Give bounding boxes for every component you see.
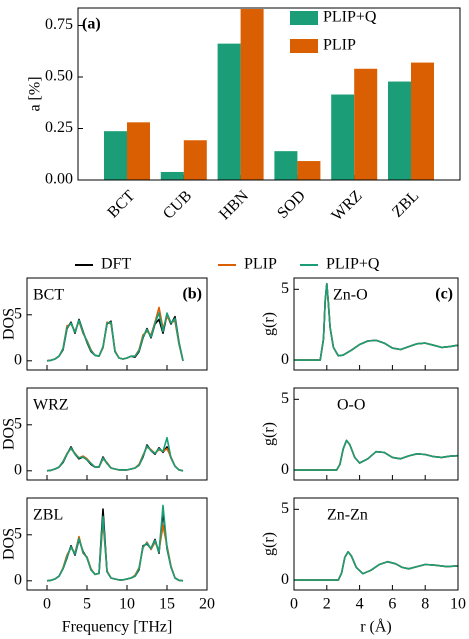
panel-annotation: (c) (435, 286, 453, 303)
y-tick-label: 0 (281, 571, 289, 588)
y-tick-label: 5 (281, 280, 289, 297)
axes-frame (293, 387, 459, 481)
y-tick-label: 0.25 (45, 119, 73, 136)
legend-swatch (290, 39, 318, 53)
x-tick-label: 15 (159, 596, 175, 613)
legend-label: PLIP+Q (326, 256, 380, 273)
line (46, 314, 184, 362)
panel-annotation: (b) (182, 286, 202, 303)
axes-frame (26, 277, 208, 371)
panel-annotation: (a) (82, 16, 101, 33)
line (294, 282, 459, 361)
legend-label: PLIP+Q (323, 9, 377, 26)
line (294, 282, 459, 361)
panel-label: WRZ (33, 397, 69, 414)
y-axis-label: DOS (1, 308, 18, 340)
y-axis-label: DOS (1, 418, 18, 450)
y-axis-label: g(r) (261, 312, 278, 336)
bar (183, 140, 207, 180)
y-tick-label: 0 (14, 571, 22, 588)
bar (160, 171, 184, 180)
bar (354, 68, 378, 180)
axes-frame (26, 387, 208, 481)
legend-label: PLIP (323, 37, 356, 54)
line (46, 508, 184, 582)
legend-label: PLIP (244, 256, 277, 273)
y-tick-label: 5 (14, 525, 22, 542)
panel-label: ZBL (33, 507, 63, 524)
x-tick-label: HBN (216, 187, 252, 223)
y-tick-label: 0 (281, 461, 289, 478)
x-tick-label: 0 (290, 596, 298, 613)
y-axis-label: DOS (1, 528, 18, 560)
legend-swatch (290, 11, 318, 25)
line (294, 282, 459, 361)
axes-frame (26, 497, 208, 591)
y-tick-label: 5 (14, 415, 22, 432)
x-tick-label: BCT (104, 187, 138, 221)
panel-label: O-O (337, 397, 365, 414)
bar (411, 62, 434, 181)
y-axis-label: a [%] (27, 76, 44, 111)
line (46, 444, 184, 472)
line (294, 439, 459, 471)
y-tick-label: 5 (14, 305, 22, 322)
x-tick-label: 20 (199, 596, 215, 613)
x-tick-label: 10 (450, 596, 466, 613)
x-tick-label: 4 (356, 596, 364, 613)
axes-frame (293, 277, 459, 371)
line (294, 439, 459, 471)
panel-label: Zn-O (333, 287, 368, 304)
x-tick-label: 2 (323, 596, 331, 613)
x-axis-label: r (Å) (360, 618, 392, 636)
line (46, 504, 184, 582)
bar (217, 43, 241, 181)
axes-frame (77, 7, 461, 181)
x-tick-label: 5 (83, 596, 91, 613)
x-tick-label: WRZ (328, 187, 365, 224)
y-axis-label: g(r) (261, 422, 278, 446)
y-tick-label: 0 (14, 461, 22, 478)
panel-label: BCT (33, 287, 64, 304)
x-axis-label: Frequency [THz] (62, 619, 173, 636)
panel-label: Zn-Zn (327, 507, 368, 524)
bar (104, 131, 127, 180)
line (294, 551, 459, 581)
x-tick-label: ZBL (389, 187, 422, 220)
line (46, 436, 184, 472)
x-tick-label: 0 (43, 596, 51, 613)
line (46, 312, 184, 362)
x-tick-label: 6 (388, 596, 396, 613)
bar (331, 94, 355, 180)
y-tick-label: 0 (14, 351, 22, 368)
line (294, 439, 459, 471)
bar (297, 161, 321, 180)
x-tick-label: 8 (421, 596, 429, 613)
x-tick-label: SOD (274, 187, 309, 222)
bar (127, 122, 150, 180)
y-tick-label: 0.50 (45, 68, 73, 85)
bar (240, 9, 264, 181)
y-tick-label: 5 (281, 500, 289, 517)
bar (388, 81, 411, 180)
axes-frame (293, 497, 459, 591)
x-tick-label: 10 (119, 596, 135, 613)
y-tick-label: 0 (281, 351, 289, 368)
y-axis-label: g(r) (261, 532, 278, 556)
x-tick-label: CUB (160, 187, 195, 222)
y-tick-label: 0.00 (45, 171, 73, 188)
y-tick-label: 0.75 (45, 16, 73, 33)
line (46, 520, 184, 582)
y-tick-label: 5 (281, 390, 289, 407)
bar (274, 151, 298, 180)
legend-label: DFT (101, 256, 131, 273)
